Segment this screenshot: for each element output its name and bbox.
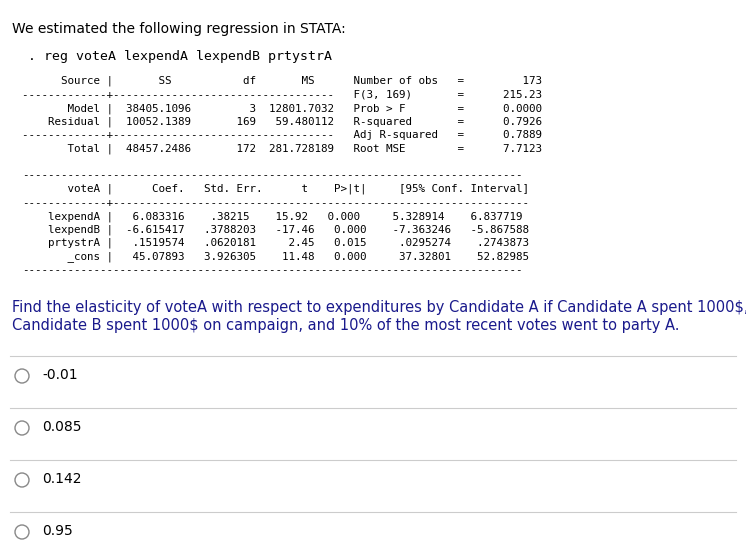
Text: Find the elasticity of voteA with respect to expenditures by Candidate A if Cand: Find the elasticity of voteA with respec… — [12, 300, 746, 315]
Text: 0.95: 0.95 — [42, 524, 73, 538]
Text: Residual |  10052.1389       169   59.480112   R-squared       =      0.7926: Residual | 10052.1389 169 59.480112 R-sq… — [22, 116, 542, 127]
Text: Candidate B spent 1000$ on campaign, and 10% of the most recent votes went to pa: Candidate B spent 1000$ on campaign, and… — [12, 318, 680, 333]
Text: -----------------------------------------------------------------------------: ----------------------------------------… — [22, 265, 522, 275]
Text: 0.142: 0.142 — [42, 472, 81, 486]
Text: prtystrA |   .1519574   .0620181     2.45   0.015     .0295274    .2743873: prtystrA | .1519574 .0620181 2.45 0.015 … — [22, 238, 529, 248]
Text: . reg voteA lexpendA lexpendB prtystrA: . reg voteA lexpendA lexpendB prtystrA — [28, 50, 332, 63]
Text: -----------------------------------------------------------------------------: ----------------------------------------… — [22, 171, 522, 181]
Text: _cons |   45.07893   3.926305    11.48   0.000     37.32801    52.82985: _cons | 45.07893 3.926305 11.48 0.000 37… — [22, 252, 529, 262]
Text: -0.01: -0.01 — [42, 368, 78, 382]
Text: Model |  38405.1096         3  12801.7032   Prob > F        =      0.0000: Model | 38405.1096 3 12801.7032 Prob > F… — [22, 103, 542, 114]
Text: voteA |      Coef.   Std. Err.      t    P>|t|     [95% Conf. Interval]: voteA | Coef. Std. Err. t P>|t| [95% Con… — [22, 184, 529, 194]
Text: We estimated the following regression in STATA:: We estimated the following regression in… — [12, 22, 345, 36]
Text: Total |  48457.2486       172  281.728189   Root MSE        =      7.7123: Total | 48457.2486 172 281.728189 Root M… — [22, 144, 542, 154]
Text: Source |       SS           df       MS      Number of obs   =         173: Source | SS df MS Number of obs = 173 — [22, 76, 542, 87]
Text: 0.085: 0.085 — [42, 420, 81, 434]
Text: -------------+----------------------------------------------------------------: -------------+--------------------------… — [22, 198, 529, 208]
Text: lexpendA |   6.083316    .38215    15.92   0.000     5.328914    6.837719: lexpendA | 6.083316 .38215 15.92 0.000 5… — [22, 211, 522, 221]
Text: -------------+----------------------------------   F(3, 169)       =      215.23: -------------+--------------------------… — [22, 89, 542, 99]
Text: -------------+----------------------------------   Adj R-squared   =      0.7889: -------------+--------------------------… — [22, 130, 542, 140]
Text: lexpendB |  -6.615417   .3788203   -17.46   0.000    -7.363246   -5.867588: lexpendB | -6.615417 .3788203 -17.46 0.0… — [22, 225, 529, 235]
